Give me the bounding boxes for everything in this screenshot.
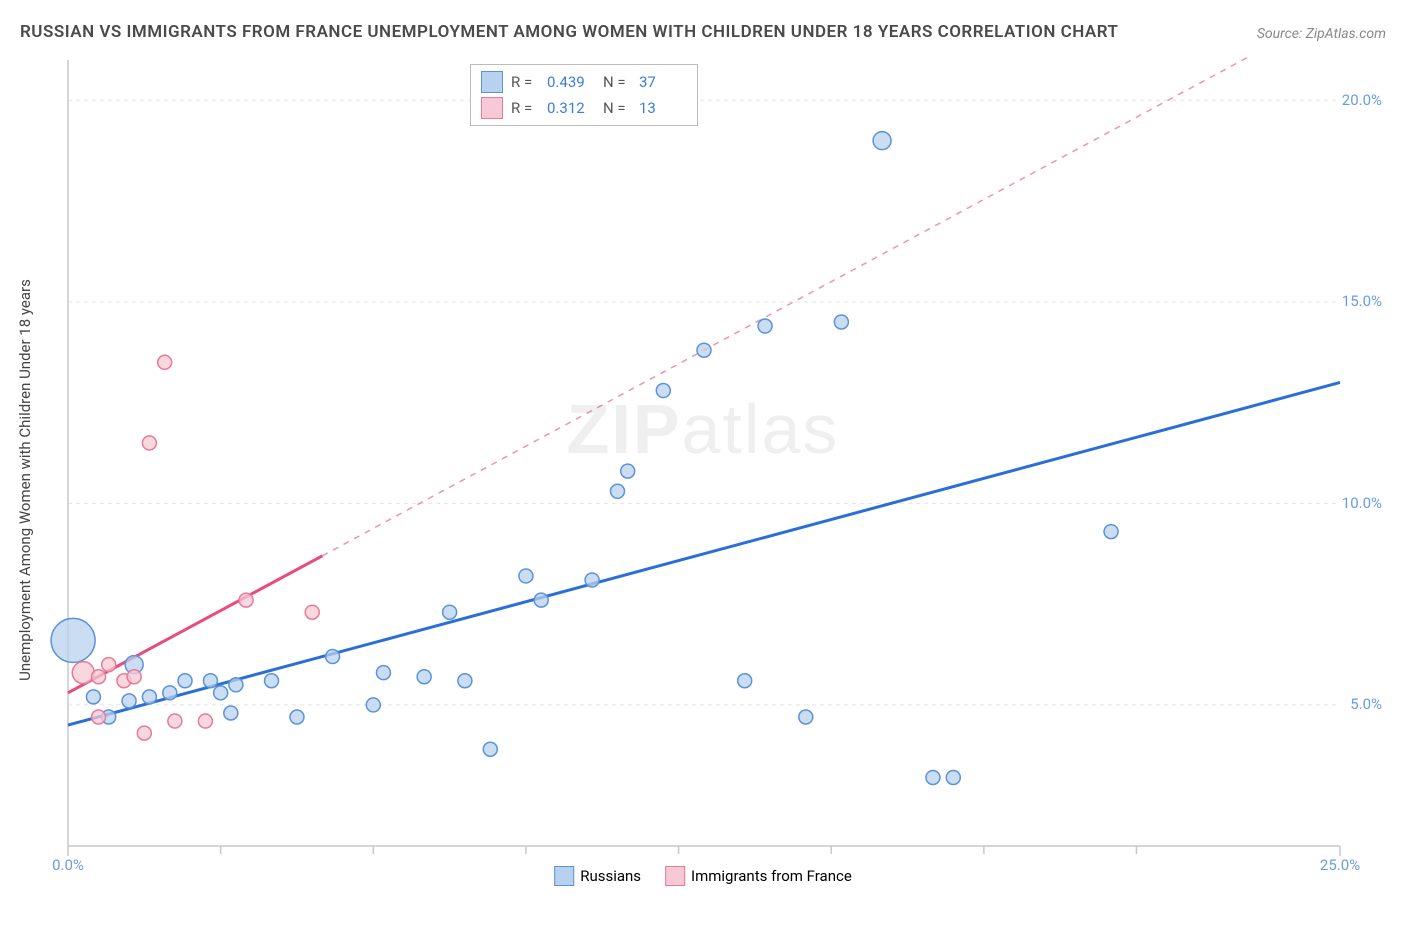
y-axis-label: Unemployment Among Women with Children U…	[16, 279, 34, 681]
chart-title: RUSSIAN VS IMMIGRANTS FROM FRANCE UNEMPL…	[20, 20, 1386, 46]
n-value: 13	[639, 99, 687, 117]
n-label: N =	[603, 99, 631, 117]
legend-label: Russians	[580, 867, 641, 885]
legend-swatch	[481, 97, 503, 119]
legend-item: Immigrants from France	[665, 866, 852, 886]
r-label: R =	[511, 73, 539, 91]
y-tick-label: 5.0%	[1350, 695, 1382, 713]
chart-container: Unemployment Among Women with Children U…	[20, 56, 1386, 886]
legend-stat-row: R = 0.439 N = 37	[481, 69, 687, 95]
x-tick-label: 0.0%	[52, 856, 84, 874]
y-tick-label: 20.0%	[1342, 91, 1382, 109]
legend-swatch	[554, 866, 574, 886]
legend-label: Immigrants from France	[691, 867, 852, 885]
n-label: N =	[603, 73, 631, 91]
y-tick-label: 15.0%	[1342, 292, 1382, 310]
r-value: 0.312	[547, 99, 595, 117]
r-label: R =	[511, 99, 539, 117]
legend-stat-row: R = 0.312 N = 13	[481, 95, 687, 121]
legend-swatch	[481, 71, 503, 93]
legend-swatch	[665, 866, 685, 886]
scatter-plot	[20, 56, 1386, 886]
r-value: 0.439	[547, 73, 595, 91]
y-tick-label: 10.0%	[1342, 494, 1382, 512]
series-legend: Russians Immigrants from France	[554, 866, 852, 886]
source-citation: Source: ZipAtlas.com	[1257, 26, 1386, 42]
legend-item: Russians	[554, 866, 641, 886]
x-tick-label: 25.0%	[1320, 856, 1360, 874]
n-value: 37	[639, 73, 687, 91]
correlation-legend: R = 0.439 N = 37 R = 0.312 N = 13	[470, 64, 698, 126]
